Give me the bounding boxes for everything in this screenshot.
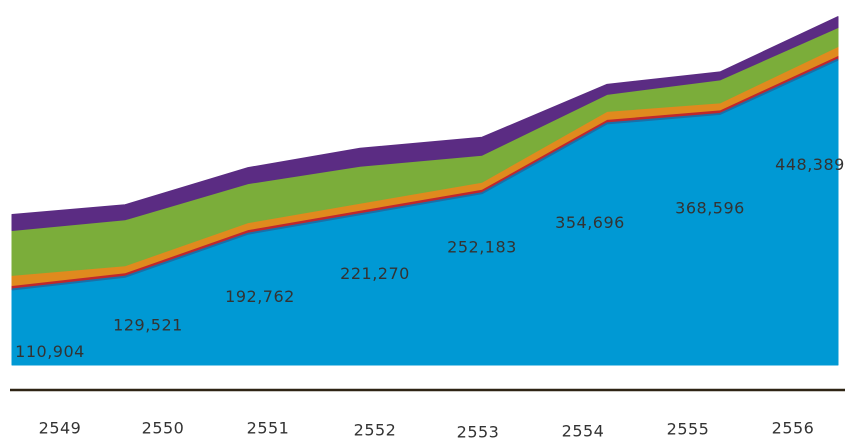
x-tick-label: 2551 [247, 419, 290, 438]
x-tick-label: 2553 [457, 423, 500, 439]
data-label: 448,389 [775, 155, 845, 174]
data-label: 110,904 [15, 342, 85, 361]
x-tick-label: 2549 [39, 419, 82, 438]
x-tick-label: 2552 [354, 421, 397, 439]
data-label: 354,696 [555, 213, 625, 232]
data-label: 192,762 [225, 287, 295, 306]
data-label: 252,183 [447, 238, 517, 257]
x-tick-label: 2555 [667, 420, 710, 439]
x-tick-label: 2556 [772, 419, 815, 438]
area [11, 16, 839, 231]
data-label: 129,521 [113, 315, 183, 334]
data-label: 221,270 [340, 264, 410, 283]
x-tick-label: 2554 [562, 422, 605, 439]
data-label: 368,596 [675, 198, 745, 217]
x-tick-label: 2550 [142, 419, 185, 438]
area-edge [11, 58, 839, 291]
